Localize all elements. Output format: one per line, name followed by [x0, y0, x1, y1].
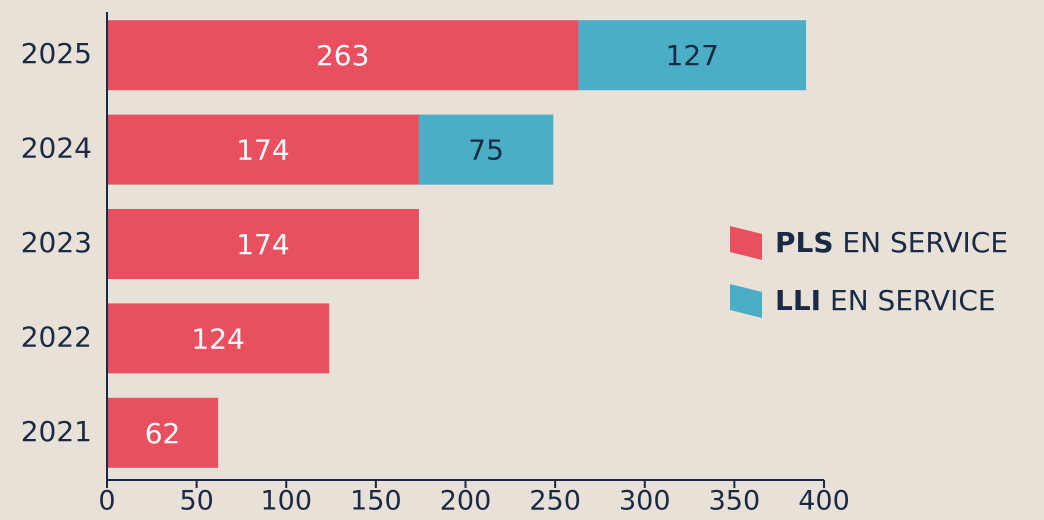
bar-segment	[418, 114, 554, 185]
y-tick-label: 2021	[21, 415, 92, 448]
y-tick-label: 2022	[21, 320, 92, 353]
legend-label: PLS EN SERVICE	[775, 226, 1008, 259]
x-tick-label: 0	[98, 486, 115, 517]
x-tick-label: 250	[529, 486, 581, 517]
legend-swatch	[730, 226, 762, 260]
data-label: 174	[236, 134, 289, 167]
bar-segment	[107, 209, 419, 279]
bar-segment	[107, 114, 419, 185]
x-tick-label: 400	[798, 486, 850, 517]
data-label: 174	[236, 228, 289, 261]
x-tick-label: 350	[709, 486, 761, 517]
bar-segment	[107, 20, 579, 91]
data-label: 263	[316, 39, 369, 72]
legend-label-rest: EN SERVICE	[834, 226, 1008, 259]
data-label: 62	[145, 417, 181, 450]
legend-label-rest: EN SERVICE	[821, 284, 995, 317]
x-tick-label: 300	[619, 486, 671, 517]
legend-swatch	[730, 284, 762, 318]
y-tick-label: 2024	[21, 132, 92, 165]
legend-label-bold: PLS	[775, 226, 834, 259]
bar-segment	[578, 20, 807, 91]
x-tick-label: 50	[179, 486, 213, 517]
y-tick-label: 2025	[21, 37, 92, 70]
bar-segment	[107, 397, 219, 468]
x-tick-label: 150	[350, 486, 402, 517]
legend-label: LLI EN SERVICE	[775, 284, 996, 317]
data-label: 127	[666, 39, 719, 72]
y-tick-label: 2023	[21, 226, 92, 259]
x-tick-label: 100	[260, 486, 312, 517]
bar-segment	[107, 303, 330, 374]
legend-label-bold: LLI	[775, 284, 821, 317]
data-label: 75	[468, 134, 504, 167]
x-tick-label: 200	[440, 486, 492, 517]
data-label: 124	[191, 322, 244, 355]
